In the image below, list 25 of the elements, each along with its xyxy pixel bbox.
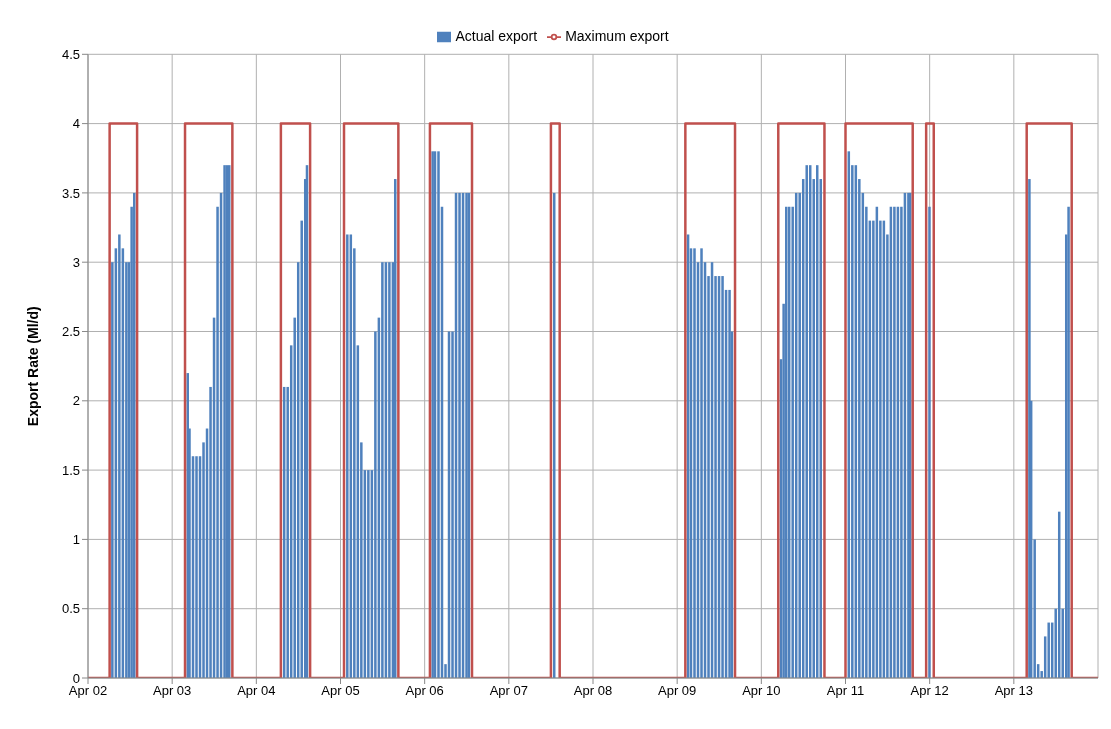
y-axis-title: Export Rate (Ml/d) [24,306,41,427]
x-tick-label: Apr 09 [658,683,697,699]
legend-label: Actual export [455,28,538,44]
x-tick-label: Apr 08 [573,683,613,699]
y-tick-label: 4 [72,116,80,132]
legend-label: Maximum export [565,28,669,44]
x-tick-label: Apr 10 [742,683,781,699]
x-tick-label: Apr 04 [237,683,276,699]
y-tick-label: 2 [72,393,80,409]
y-tick-label: 0.5 [61,601,80,617]
x-tick-label: Apr 03 [153,683,192,699]
y-tick-label: 0 [72,670,80,686]
y-tick-label: 2.5 [61,324,80,340]
y-tick-label: 1.5 [61,462,80,478]
x-tick-label: Apr 07 [489,683,528,699]
y-tick-label: 3 [72,254,80,270]
y-tick-label: 4.5 [61,46,80,62]
x-tick-label: Apr 13 [994,683,1033,699]
x-tick-label: Apr 02 [68,683,108,699]
x-tick-label: Apr 12 [910,683,949,699]
x-tick-label: Apr 05 [321,683,360,699]
y-tick-label: 1 [72,532,80,548]
y-tick-label: 3.5 [61,185,80,201]
x-tick-label: Apr 06 [405,683,444,699]
x-tick-label: Apr 11 [826,683,865,699]
